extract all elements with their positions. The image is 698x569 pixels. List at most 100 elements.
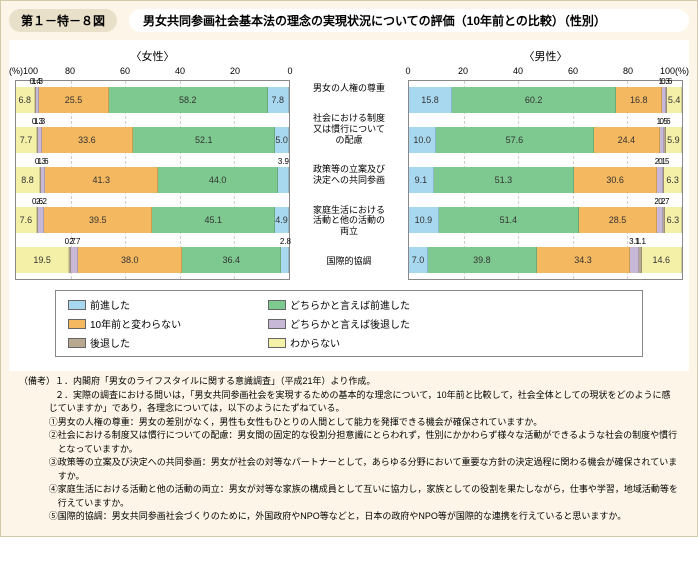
panel-female: 〈女性〉 (%)100806040200 6.825.558.27.80.41.… bbox=[15, 48, 290, 280]
bar-segment: 7.7 bbox=[16, 127, 37, 153]
bar-segment-label-out: 1.3 bbox=[32, 77, 43, 86]
bar-segment: 15.8 bbox=[409, 87, 452, 113]
bar-segment-label-out: 0.5 bbox=[658, 157, 669, 166]
bar-segment: 57.6 bbox=[436, 127, 593, 153]
charts-row: 〈女性〉 (%)100806040200 6.825.558.27.80.41.… bbox=[15, 48, 683, 280]
legend-swatch bbox=[68, 319, 86, 329]
axis-unit: (%)100 bbox=[9, 66, 38, 76]
bar-segment-label-out: 0.6 bbox=[661, 77, 672, 86]
bar-row: 7.039.834.314.63.11.1 bbox=[409, 247, 682, 273]
category-label: 家庭生活における活動と他の活動の両立 bbox=[294, 205, 404, 237]
bar-segment: 10.0 bbox=[409, 127, 436, 153]
axis-tick: 80 bbox=[65, 66, 75, 76]
note-2: ２．実際の調査における問いは，「男女共同参画社会を実現するための基本的な理念につ… bbox=[19, 389, 679, 416]
barzone-male: 15.860.216.85.41.30.610.057.624.45.91.50… bbox=[408, 80, 683, 280]
bar-segment: 39.8 bbox=[428, 247, 537, 273]
bar-row: 8.841.344.00.31.63.9 bbox=[16, 167, 289, 193]
legend-swatch bbox=[68, 300, 86, 310]
bar-segment: 44.0 bbox=[158, 167, 278, 193]
bar-segment: 14.6 bbox=[642, 247, 682, 273]
category-label: 社会における制度又は慣行についての配慮 bbox=[294, 113, 404, 145]
bar-segment: 51.4 bbox=[439, 207, 579, 233]
bar-segment-label-out: 2.2 bbox=[36, 197, 47, 206]
legend-item: 前進した bbox=[68, 297, 248, 312]
legend-label: 10年前と変わらない bbox=[90, 316, 181, 331]
bar-segment: 36.4 bbox=[182, 247, 281, 273]
bar-segment-label-out: 1.3 bbox=[34, 117, 45, 126]
bar-segment: 34.3 bbox=[537, 247, 631, 273]
legend: 前進したどちらかと言えば前進した10年前と変わらないどちらかと言えば後退した後退… bbox=[55, 290, 643, 357]
bar-segment: 24.4 bbox=[594, 127, 661, 153]
panel-male-title: 〈男性〉 bbox=[408, 48, 683, 64]
bar-segment: 38.0 bbox=[78, 247, 182, 273]
bar-row: 7.733.652.15.00.31.3 bbox=[16, 127, 289, 153]
axis-tick: 80 bbox=[623, 66, 633, 76]
legend-label: わからない bbox=[290, 335, 340, 350]
bar-segment-label-out: 2.8 bbox=[280, 237, 291, 246]
bar-segment bbox=[71, 247, 78, 273]
category-label: 男女の人権の尊重 bbox=[294, 83, 404, 94]
bar-row: 10.951.428.56.32.20.7 bbox=[409, 207, 682, 233]
bar-segment: 10.9 bbox=[409, 207, 439, 233]
legend-item: 後退した bbox=[68, 335, 248, 350]
category-label: 国際的協調 bbox=[294, 256, 404, 267]
legend-label: 後退した bbox=[90, 335, 130, 350]
bar-row: 7.639.545.14.90.62.2 bbox=[16, 207, 289, 233]
note-1: （備考）１．内閣府「男女のライフスタイルに関する意識調査」（平成21年）より作成… bbox=[19, 375, 679, 389]
bar-row: 19.538.036.40.72.72.8 bbox=[16, 247, 289, 273]
bar-segment: 39.5 bbox=[44, 207, 152, 233]
axis-tick: 0 bbox=[405, 66, 410, 76]
bar-segment: 4.9 bbox=[275, 207, 288, 233]
barzone-female: 6.825.558.27.80.41.3 7.733.652.15.00.31.3… bbox=[15, 80, 290, 280]
axis-tick: 60 bbox=[120, 66, 130, 76]
bar-segment: 16.8 bbox=[616, 87, 662, 113]
legend-item: どちらかと言えば後退した bbox=[268, 316, 448, 331]
legend-label: どちらかと言えば後退した bbox=[290, 316, 410, 331]
axis-tick: 20 bbox=[230, 66, 240, 76]
bar-segment: 45.1 bbox=[152, 207, 275, 233]
bar-segment-label-out: 1.6 bbox=[37, 157, 48, 166]
bar-row: 10.057.624.45.91.50.6 bbox=[409, 127, 682, 153]
axis-male: 020406080100(%) bbox=[408, 66, 683, 78]
bar-segment: 33.6 bbox=[42, 127, 134, 153]
note-sub-5: ⑤国際的協調：男女共同参画社会づくりのために，外国政府やNPO等などと，日本の政… bbox=[19, 510, 679, 524]
bar-segment: 19.5 bbox=[16, 247, 69, 273]
bar-segment bbox=[278, 167, 289, 193]
bar-segment: 60.2 bbox=[452, 87, 616, 113]
bar-segment-label-out: 1.1 bbox=[635, 237, 646, 246]
axis-female: (%)100806040200 bbox=[15, 66, 290, 78]
bar-segment: 6.3 bbox=[665, 207, 682, 233]
axis-tick: 40 bbox=[175, 66, 185, 76]
bar-segment: 51.3 bbox=[434, 167, 574, 193]
category-label: 政策等の立案及び決定への共同参画 bbox=[294, 164, 404, 186]
bar-segment: 58.2 bbox=[109, 87, 268, 113]
bar-segment: 25.5 bbox=[39, 87, 109, 113]
bar-row: 15.860.216.85.41.30.6 bbox=[409, 87, 682, 113]
bar-row: 6.825.558.27.80.41.3 bbox=[16, 87, 289, 113]
bar-segment-label-out: 2.7 bbox=[69, 237, 80, 246]
note-sub-1: ①男女の人権の尊重：男女の差別がなく，男性も女性もひとりの人間として能力を発揮で… bbox=[19, 416, 679, 430]
bar-segment: 5.9 bbox=[666, 127, 682, 153]
panel-female-title: 〈女性〉 bbox=[15, 48, 290, 64]
bar-segment: 7.0 bbox=[409, 247, 428, 273]
bar-segment: 52.1 bbox=[133, 127, 275, 153]
axis-tick: 0 bbox=[287, 66, 292, 76]
legend-swatch bbox=[68, 338, 86, 348]
bar-row: 9.151.330.66.32.10.5 bbox=[409, 167, 682, 193]
bar-segment: 9.1 bbox=[409, 167, 434, 193]
legend-label: 前進した bbox=[90, 297, 130, 312]
figure-title: 男女共同参画社会基本法の理念の実現状況についての評価（10年前との比較）（性別） bbox=[129, 9, 689, 32]
legend-swatch bbox=[268, 338, 286, 348]
figure-container: 第１－特－８図 男女共同参画社会基本法の理念の実現状況についての評価（10年前と… bbox=[0, 0, 698, 537]
bar-segment: 5.0 bbox=[275, 127, 289, 153]
panel-male: 〈男性〉 020406080100(%) 15.860.216.85.41.30… bbox=[408, 48, 683, 280]
legend-swatch bbox=[268, 319, 286, 329]
axis-tick: 20 bbox=[458, 66, 468, 76]
note-sub-3: ③政策等の立案及び決定への共同参画：男女が社会の対等なパートナーとして，あらゆる… bbox=[19, 456, 679, 483]
bar-segment-label-out: 3.9 bbox=[278, 157, 289, 166]
axis-tick: 40 bbox=[513, 66, 523, 76]
legend-item: わからない bbox=[268, 335, 448, 350]
bar-segment: 8.8 bbox=[16, 167, 40, 193]
bar-segment: 28.5 bbox=[579, 207, 657, 233]
bar-segment: 30.6 bbox=[574, 167, 658, 193]
